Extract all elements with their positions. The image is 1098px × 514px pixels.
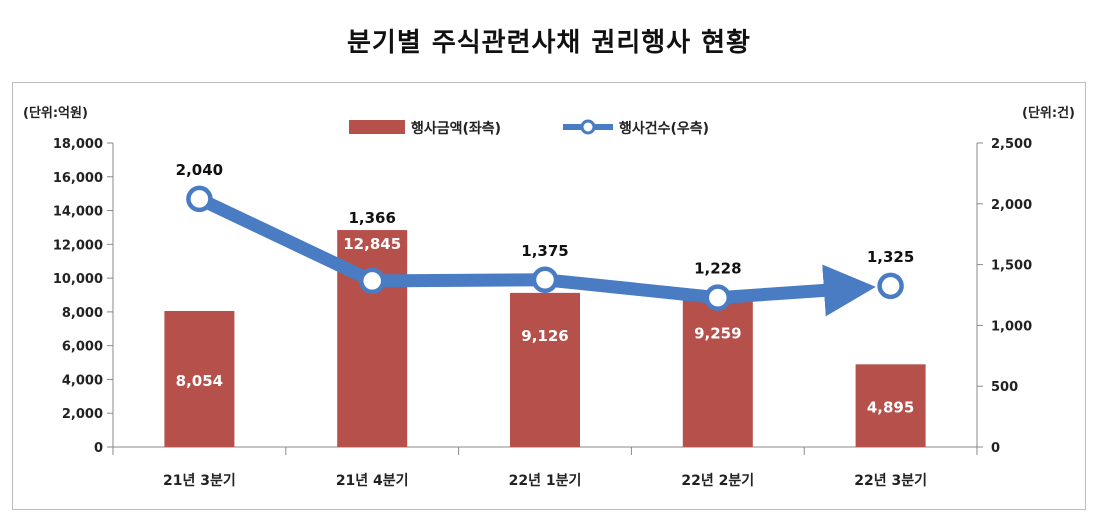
bar-data-label: 4,895 bbox=[867, 398, 914, 416]
left-tick-label: 0 bbox=[94, 441, 103, 456]
line-point bbox=[704, 284, 732, 311]
left-tick-label: 6,000 bbox=[62, 340, 103, 355]
legend-bar-swatch bbox=[349, 120, 405, 134]
bar-data-label: 12,845 bbox=[343, 235, 401, 253]
left-tick-label: 8,000 bbox=[62, 306, 103, 321]
line-data-label: 1,228 bbox=[694, 260, 741, 278]
right-tick-label: 2,000 bbox=[991, 198, 1032, 213]
line-point bbox=[186, 185, 213, 213]
right-tick-label: 1,000 bbox=[991, 319, 1032, 334]
left-tick-label: 10,000 bbox=[53, 272, 103, 287]
right-tick-label: 500 bbox=[991, 380, 1018, 395]
x-category-label: 22년 2분기 bbox=[681, 473, 754, 489]
chart: 0 2,000 4,000 6,000 8,000 10,000 12,000 14,000 1… bbox=[23, 105, 1075, 489]
bar-data-label: 9,126 bbox=[521, 327, 568, 345]
legend-line-marker bbox=[580, 119, 596, 135]
line-point bbox=[358, 267, 386, 295]
bar bbox=[510, 292, 580, 447]
right-tick-label: 2,500 bbox=[991, 137, 1032, 152]
bar bbox=[682, 290, 753, 447]
right-tick-label: 1,500 bbox=[991, 259, 1032, 274]
bar-data-label: 9,259 bbox=[694, 325, 741, 343]
legend-line-label: 행사건수(우측) bbox=[619, 120, 709, 137]
line-data-label: 2,040 bbox=[176, 161, 223, 179]
left-tick-label: 18,000 bbox=[53, 137, 103, 152]
left-tick-label: 12,000 bbox=[53, 238, 103, 253]
x-category-label: 22년 3분기 bbox=[854, 473, 927, 489]
right-tick-label: 0 bbox=[991, 441, 1000, 456]
left-tick-label: 16,000 bbox=[53, 171, 103, 186]
x-category-label: 21년 3분기 bbox=[163, 473, 236, 489]
left-unit-label: (단위:억원) bbox=[23, 105, 88, 121]
left-tick-label: 14,000 bbox=[53, 205, 103, 220]
right-unit-label: (단위:건) bbox=[1022, 105, 1075, 121]
left-tick-label: 4,000 bbox=[62, 373, 103, 388]
bar bbox=[855, 364, 926, 447]
line-data-label: 1,325 bbox=[867, 248, 914, 266]
chart-frame: 0 2,000 4,000 6,000 8,000 10,000 12,000 14,000 1… bbox=[12, 82, 1086, 510]
page-title: 분기별 주식관련사채 권리행사 현황 bbox=[347, 28, 751, 58]
line-point bbox=[531, 266, 559, 294]
x-category-label: 21년 4분기 bbox=[336, 473, 409, 489]
line-point bbox=[877, 272, 904, 300]
x-category-label: 22년 1분기 bbox=[509, 473, 582, 489]
legend-bar-label: 행사금액(좌측) bbox=[411, 120, 501, 137]
bar bbox=[164, 310, 235, 447]
left-tick-label: 2,000 bbox=[62, 407, 103, 422]
line-data-label: 1,366 bbox=[348, 209, 395, 227]
line-data-label: 1,375 bbox=[521, 242, 568, 260]
bar-data-label: 8,054 bbox=[176, 372, 223, 390]
